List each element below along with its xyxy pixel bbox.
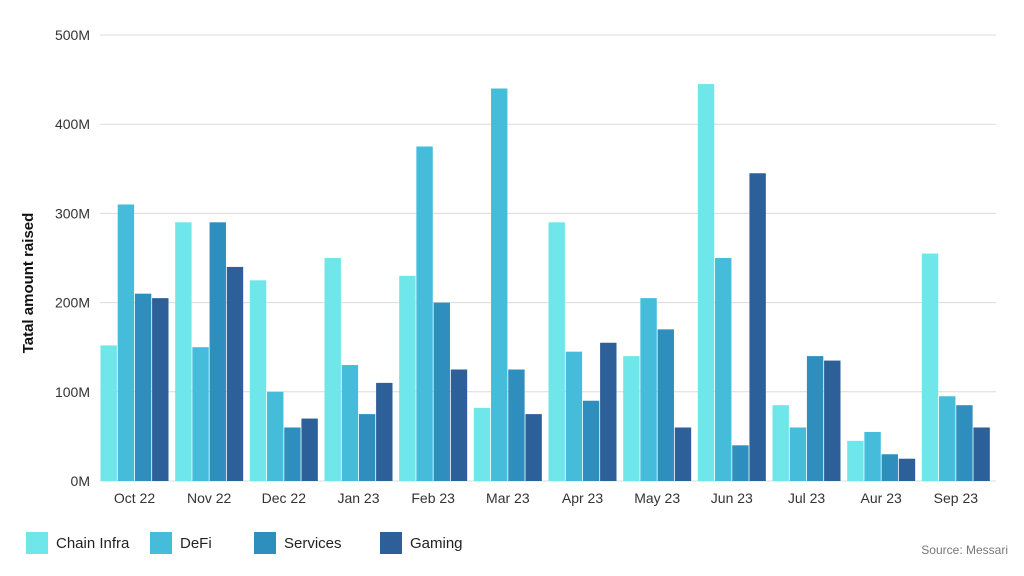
bar-defi [565,351,583,481]
y-tick-label: 100M [55,384,90,400]
x-axis-ticks: Oct 22 Nov 22 Dec 22 Jan 23 Feb 23 Mar 23 Apr … [114,490,978,506]
bar-services [284,427,301,481]
bar-services [806,356,824,481]
x-tick-label: May 23 [634,490,680,506]
legend-label: Services [284,534,342,552]
y-axis-title: Tatal amount raised [20,213,37,354]
bar-services [657,329,674,481]
bar-services [582,400,600,481]
legend-swatch [150,532,172,554]
legend: Chain Infra DeFi Services Gaming [26,532,504,554]
bar-gaming [376,382,393,481]
y-tick-label: 0M [71,473,90,489]
bar-defi [267,391,284,481]
bar-defi [715,258,732,481]
bar-chain-infra [175,222,192,481]
bar-chain-infra [697,84,715,481]
bar-defi [117,204,135,482]
gridlines [100,34,996,482]
bar-services [209,222,226,481]
bar-services [881,454,898,481]
y-tick-label: 400M [55,116,90,132]
x-tick-label: Jan 23 [337,490,379,506]
y-tick-label: 300M [55,205,90,221]
bar-defi [789,427,807,481]
x-tick-label: Feb 23 [411,490,455,506]
bar-chain-infra [772,405,789,481]
bar-defi [864,431,881,481]
bar-defi [416,146,433,481]
y-axis-ticks: 0M 100M 200M 300M 400M 500M [55,27,90,489]
bar-defi [640,298,657,481]
legend-item: Services [254,532,380,554]
legend-label: DeFi [180,534,212,552]
bar-defi [939,396,956,481]
bar-gaming [973,427,990,481]
bar-chain-infra [399,275,416,481]
y-tick-label: 200M [55,295,90,311]
x-tick-label: Jul 23 [788,490,826,506]
x-tick-label: Apr 23 [562,490,603,506]
bar-gaming [525,414,542,481]
bar-chain-infra [249,280,267,481]
x-tick-label: Jun 23 [711,490,753,506]
bar-gaming [152,298,169,481]
bar-chain-infra [473,407,491,481]
bar-services [358,414,376,481]
legend-label: Gaming [410,534,463,552]
bar-chain-infra [921,253,939,481]
x-tick-label: Sep 23 [934,490,979,506]
bar-services [956,405,973,481]
bar-services [433,302,450,481]
bar-services [508,369,525,481]
bar-gaming [674,427,692,481]
bar-gaming [226,266,244,481]
bar-defi [192,347,209,481]
bar-gaming [450,369,468,481]
bars [100,84,990,482]
bar-chain-infra [100,345,117,481]
x-tick-label: Mar 23 [486,490,530,506]
legend-item: DeFi [150,532,254,554]
bar-services [732,445,749,481]
bar-chain-infra [623,356,640,481]
bar-gaming [824,360,841,481]
bar-gaming [749,173,766,481]
legend-label: Chain Infra [56,534,130,552]
bar-defi [491,88,508,482]
bar-chain-infra [548,222,565,481]
bar-gaming [301,418,318,481]
bar-gaming [898,458,916,481]
x-tick-label: Nov 22 [187,490,232,506]
source-note: Source: Messari [921,543,1008,557]
legend-swatch [254,532,276,554]
bar-chain-infra [847,440,864,481]
bar-services [134,293,152,481]
bar-chain-infra [324,258,341,481]
x-tick-label: Oct 22 [114,490,155,506]
legend-swatch [380,532,402,554]
x-tick-label: Aur 23 [861,490,902,506]
x-tick-label: Dec 22 [262,490,307,506]
bar-gaming [600,342,617,481]
legend-item: Chain Infra [26,532,150,554]
legend-swatch [26,532,48,554]
legend-item: Gaming [380,532,504,554]
bar-defi [341,365,359,481]
y-tick-label: 500M [55,27,90,43]
bar-chart: 0M 100M 200M 300M 400M 500M Oct 22 Nov 22 Dec 2… [20,27,996,506]
